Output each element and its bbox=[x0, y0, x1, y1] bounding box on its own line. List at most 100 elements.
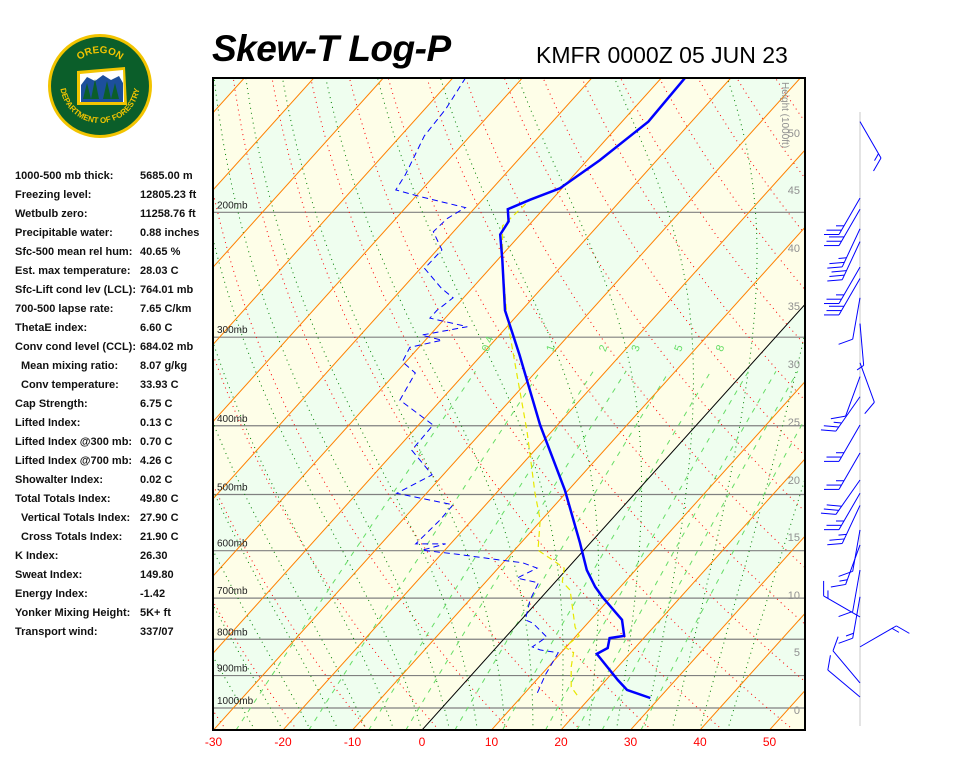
stat-label: Sfc-500 mean rel hum: bbox=[15, 246, 133, 258]
wind-barb-staff bbox=[838, 278, 861, 316]
wind-barb bbox=[823, 580, 861, 618]
wind-barb-feather bbox=[856, 364, 864, 371]
wind-barb-feather bbox=[827, 655, 831, 671]
wind-barb-feather bbox=[864, 401, 875, 415]
chart-title: Skew-T Log-P bbox=[212, 28, 451, 69]
wind-barb bbox=[824, 424, 861, 462]
stat-row: Sweat Index: 149.80 bbox=[15, 567, 220, 586]
wind-barb-feather bbox=[829, 261, 845, 265]
temperature-profile bbox=[498, 79, 686, 700]
wind-barb-feather bbox=[838, 338, 853, 345]
dry-adiabat bbox=[504, 79, 804, 512]
stat-value: 12805.23 ft bbox=[140, 189, 197, 201]
wind-barb-feather bbox=[845, 632, 854, 637]
wind-barb-staff bbox=[845, 376, 861, 417]
stat-row: 1000-500 mb thick: 5685.00 m bbox=[15, 168, 220, 187]
stat-row: Vertical Totals Index: 27.90 C bbox=[15, 510, 220, 529]
temperature-tick-label: 40 bbox=[693, 735, 707, 749]
stat-value: 0.02 C bbox=[140, 474, 173, 486]
height-tick-label: 35 bbox=[788, 301, 800, 313]
stat-value: 28.03 C bbox=[140, 265, 179, 277]
wind-barb-feather bbox=[827, 542, 843, 546]
wind-barb-feather bbox=[873, 157, 882, 172]
isotherm bbox=[561, 459, 804, 729]
wind-barb-staff bbox=[838, 266, 861, 304]
isobar-label: 600mb bbox=[217, 539, 248, 550]
wind-barb bbox=[824, 266, 861, 305]
stat-label: Freezing level: bbox=[15, 189, 92, 201]
dry-adiabat bbox=[807, 68, 960, 731]
stat-label: Showalter Index: bbox=[15, 474, 104, 486]
stat-row: Energy Index: -1.42 bbox=[15, 586, 220, 605]
height-tick-label: 40 bbox=[788, 243, 800, 255]
isobar-label: 700mb bbox=[217, 586, 248, 597]
wind-barb bbox=[827, 228, 861, 269]
wind-barb-feather bbox=[838, 257, 847, 259]
mixing-ratio-line bbox=[236, 370, 476, 729]
stat-value: 684.02 mb bbox=[140, 341, 194, 353]
isobar-label: 1000mb bbox=[217, 696, 254, 707]
moist-adiabat bbox=[282, 79, 506, 729]
stat-label: 700-500 lapse rate: bbox=[15, 303, 114, 315]
wind-barb bbox=[832, 636, 861, 684]
dry-adiabat bbox=[271, 79, 652, 729]
stat-value: 8.07 g/kg bbox=[140, 360, 188, 372]
wind-barb bbox=[824, 452, 861, 490]
mixing-ratio-label: 3 bbox=[630, 343, 643, 353]
isotherm bbox=[491, 382, 804, 729]
plot-frame bbox=[212, 77, 806, 731]
stat-label: Cross Totals Index: bbox=[21, 531, 123, 543]
wind-barb-staff bbox=[845, 544, 861, 585]
moist-adiabat bbox=[214, 551, 311, 729]
stat-value: 0.13 C bbox=[140, 417, 173, 429]
moist-adiabat bbox=[377, 79, 564, 729]
dry-adiabat bbox=[214, 194, 510, 729]
stat-label: Total Totals Index: bbox=[15, 493, 111, 505]
stat-row: Wetbulb zero: 11258.76 ft bbox=[15, 206, 220, 225]
wind-barb bbox=[859, 625, 910, 648]
wind-barb-feather bbox=[896, 625, 910, 634]
stat-value: 5K+ ft bbox=[140, 607, 171, 619]
mixing-ratio-label: 8 bbox=[714, 343, 727, 353]
stat-row: Yonker Mixing Height: 5K+ ft bbox=[15, 605, 220, 624]
stat-label: Energy Index: bbox=[15, 588, 88, 600]
isobar-label: 400mb bbox=[217, 414, 248, 425]
wind-barb bbox=[838, 569, 861, 618]
isotherm bbox=[214, 79, 662, 576]
wind-barb bbox=[820, 479, 861, 515]
stat-value: 6.60 C bbox=[140, 322, 173, 334]
wind-barb-feather bbox=[829, 274, 845, 277]
temperature-tick-label: 50 bbox=[763, 735, 777, 749]
height-tick-label: 5 bbox=[794, 647, 800, 659]
stat-value: 33.93 C bbox=[140, 379, 179, 391]
wind-barb-staff bbox=[859, 362, 875, 403]
wind-barb bbox=[824, 197, 861, 235]
stat-row: Precipitable water: 0.88 inches bbox=[15, 225, 220, 244]
stat-label: Yonker Mixing Height: bbox=[15, 607, 131, 619]
moist-adiabat bbox=[671, 79, 758, 729]
isotherm bbox=[630, 536, 804, 729]
mixing-ratio-line bbox=[577, 370, 777, 729]
isotherm bbox=[214, 79, 453, 345]
wind-barb-feather bbox=[826, 504, 842, 507]
dewpoint-profile bbox=[395, 79, 560, 694]
mixing-ratio-line bbox=[602, 370, 799, 729]
stability-indices-panel: 1000-500 mb thick: 5685.00 m Freezing leve… bbox=[15, 168, 220, 643]
wind-barb-feather bbox=[891, 627, 900, 633]
temperature-tick-label: 10 bbox=[485, 735, 499, 749]
wind-barb-staff bbox=[838, 424, 861, 462]
wind-barb-staff bbox=[852, 569, 861, 612]
stat-row: K Index: 26.30 bbox=[15, 548, 220, 567]
isotherm bbox=[214, 79, 384, 267]
temperature-band bbox=[839, 68, 960, 731]
wind-barb-staff bbox=[852, 529, 861, 572]
wind-barb-staff bbox=[823, 595, 861, 618]
temperature-tick-label: -20 bbox=[274, 735, 292, 749]
dry-adiabat bbox=[884, 68, 960, 731]
temperature-tick-label: -30 bbox=[205, 735, 223, 749]
wind-barb-staff bbox=[835, 479, 861, 515]
stat-label: Lifted Index: bbox=[15, 417, 81, 429]
wind-barb bbox=[830, 544, 861, 588]
wind-barb-feather bbox=[874, 153, 879, 161]
